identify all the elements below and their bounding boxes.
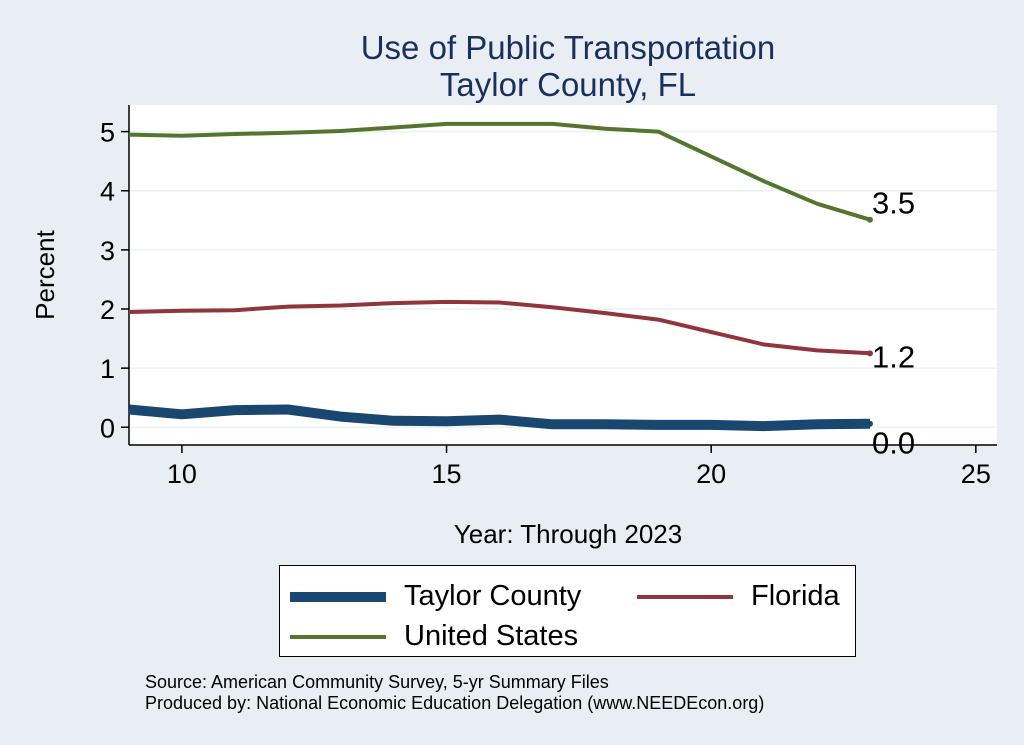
y-tick-label: 2: [100, 295, 115, 325]
legend-item-taylor-county: Taylor County: [290, 580, 581, 613]
legend-swatch-florida: [637, 594, 733, 599]
series-line-united-states: [128, 121, 871, 222]
legend: Taylor County Florida United States: [279, 565, 856, 657]
series-group: 0.0 1.2 3.5: [128, 121, 915, 461]
y-tick-label: 5: [100, 118, 115, 148]
x-tick-label: 15: [432, 459, 462, 489]
y-tick-label: 3: [100, 236, 115, 266]
axes: 0 1 2 3 4 5 10 15 20 25: [100, 105, 997, 489]
series-end-marker-united-states: [866, 216, 873, 223]
series-end-marker-florida: [866, 350, 873, 357]
series-line-florida: [128, 299, 871, 356]
source-line: Source: American Community Survey, 5-yr …: [145, 672, 609, 692]
y-axis-label: Percent: [30, 229, 60, 319]
legend-item-united-states: United States: [290, 620, 578, 653]
legend-label-florida: Florida: [751, 580, 840, 612]
y-tick-label: 0: [100, 413, 115, 443]
x-axis-label: Year: Through 2023: [454, 519, 682, 549]
legend-swatch-taylor-county: [290, 591, 386, 602]
plot-area: [129, 105, 997, 445]
legend-label-united-states: United States: [404, 620, 579, 652]
chart-title-line2: Taylor County, FL: [440, 66, 696, 103]
x-tick-label: 20: [696, 459, 726, 489]
series-end-marker-taylor-county: [866, 420, 873, 427]
chart-title-line1: Use of Public Transportation: [361, 29, 776, 66]
y-tick-label: 1: [100, 354, 115, 384]
legend-label-taylor-county: Taylor County: [404, 580, 582, 612]
series-line-taylor-county: [128, 404, 871, 432]
data-label-florida: 1.2: [872, 339, 915, 374]
data-label-taylor-county: 0.0: [872, 426, 915, 461]
y-tick-label: 4: [100, 177, 115, 207]
legend-item-florida: Florida: [637, 580, 840, 613]
producer-line: Produced by: National Economic Education…: [145, 693, 765, 713]
source-note: Source: American Community Survey, 5-yr …: [145, 672, 764, 714]
x-tick-label: 25: [961, 459, 991, 489]
data-label-united-states: 3.5: [872, 186, 915, 221]
x-tick-label: 10: [167, 459, 197, 489]
legend-swatch-united-states: [290, 634, 386, 639]
